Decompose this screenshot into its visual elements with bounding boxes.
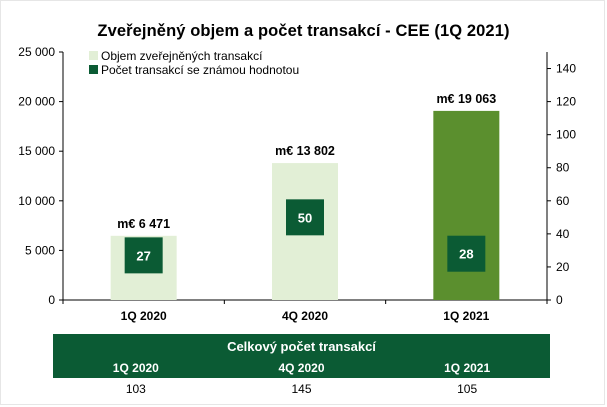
category-label: 4Q 2020 [282,309,328,323]
y-left-tick-label: 10 000 [18,194,55,208]
count-box [447,235,486,272]
volume-label: m€ 13 802 [275,144,335,158]
volume-label: m€ 19 063 [436,92,496,106]
summary-val-1q2020: 103 [125,382,146,396]
count-label: 50 [298,210,312,225]
category-label: 1Q 2020 [121,309,167,323]
chart-title: Zveřejněný objem a počet transakcí - CEE… [97,22,510,40]
legend-swatch-count [89,65,98,74]
summary-col-4q2020: 4Q 2020 [278,361,325,375]
legend-swatch-volume [89,51,98,60]
y-right-tick-label: 140 [556,62,576,76]
category-label: 1Q 2021 [443,309,489,323]
count-label: 28 [459,247,473,262]
y-left-tick-label: 0 [48,293,55,307]
count-box [124,237,163,274]
summary-header: Celkový počet transakcí 1Q 2020 4Q 2020 … [53,334,550,378]
y-right-tick-label: 120 [556,95,576,109]
summary-table: Celkový počet transakcí 1Q 2020 4Q 2020 … [53,334,550,396]
summary-values: 103 145 105 [53,382,550,396]
y-right-tick-label: 100 [556,128,576,142]
summary-val-1q2021: 105 [457,382,478,396]
summary-title: Celkový počet transakcí [227,339,376,354]
bar-chart: 0 5 000 10 000 15 000 20 000 25 000 0 20 40 60 80 1… [18,45,576,323]
summary-col-1q2020: 1Q 2020 [112,361,159,375]
summary-col-1q2021: 1Q 2021 [444,361,491,375]
y-right-tick-label: 60 [556,194,570,208]
y-right-tick-label: 0 [556,293,563,307]
volume-label: m€ 6 471 [117,217,170,231]
summary-val-4q2020: 145 [291,382,312,396]
y-left-tick-label: 15 000 [18,144,55,158]
y-left-tick-label: 5 000 [25,243,55,257]
y-right-tick-label: 40 [556,227,570,241]
count-box [286,199,324,236]
legend-label-count: Počet transakcí se známou hodnotou [101,63,299,77]
summary-columns: 1Q 2020 4Q 2020 1Q 2021 [53,361,550,375]
y-right-tick-label: 80 [556,161,570,175]
y-left-tick-label: 20 000 [18,95,55,109]
legend-label-volume: Objem zveřejněných transakcí [101,49,263,63]
count-label: 27 [136,248,150,263]
y-left-tick-label: 25 000 [18,45,55,59]
y-right-tick-label: 20 [556,260,570,274]
